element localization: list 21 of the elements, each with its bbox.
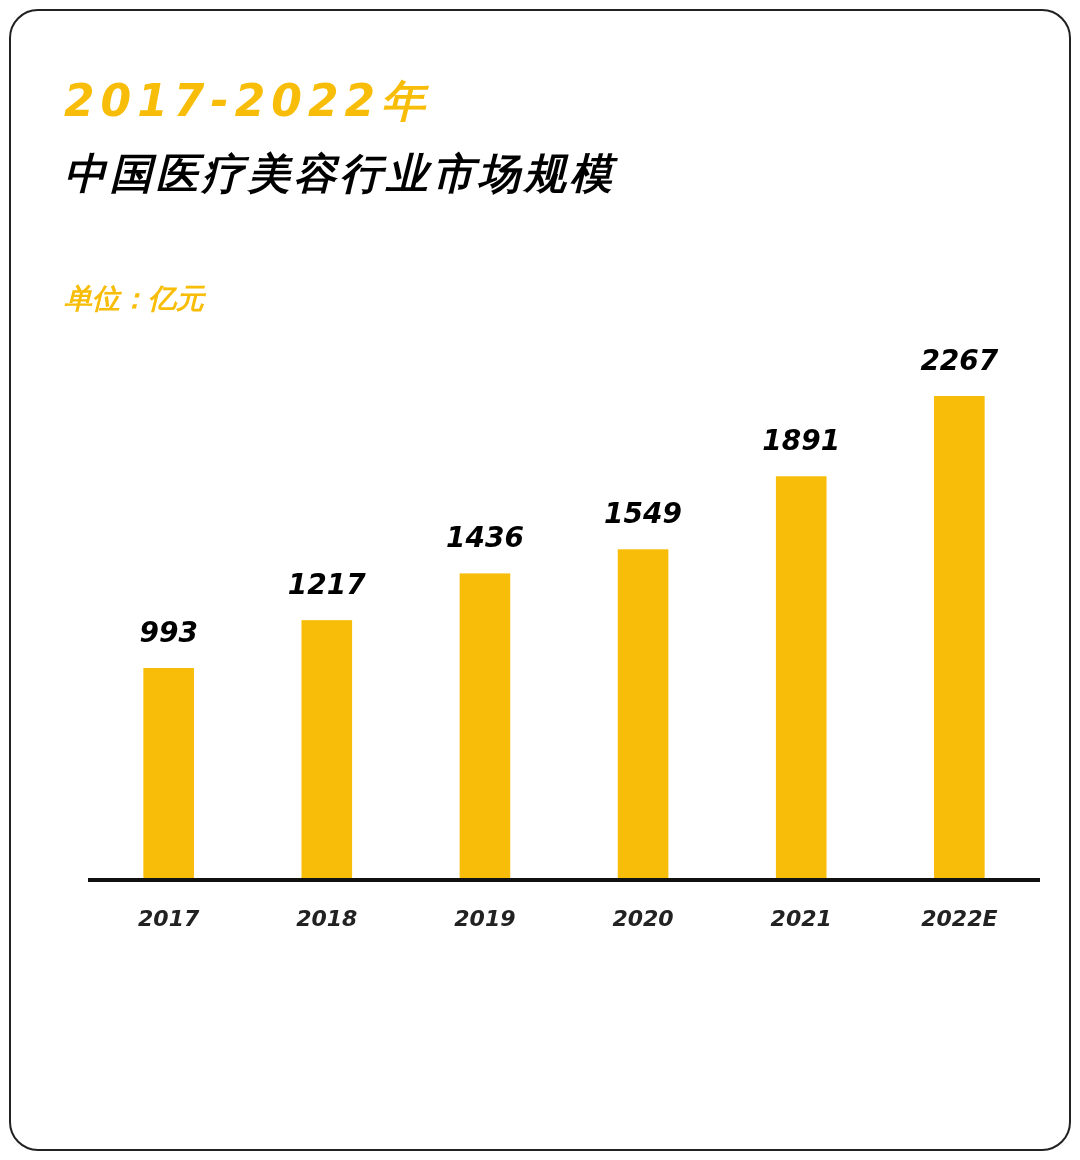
- x-tick-label: 2020: [612, 906, 674, 931]
- data-label: 1891: [762, 424, 841, 458]
- data-label: 993: [139, 616, 198, 649]
- x-tick-label: 2022E: [921, 906, 998, 931]
- x-tick-label: 2019: [454, 906, 516, 931]
- chart-title: 2017-2022年: [64, 75, 432, 126]
- x-tick-label: 2021: [770, 906, 832, 931]
- chart-subtitle: 中国医疗美容行业市场规模: [64, 149, 619, 198]
- data-label: 1217: [287, 568, 367, 602]
- x-tick-label: 2018: [296, 906, 358, 931]
- bar: [775, 476, 827, 880]
- bar: [143, 668, 194, 880]
- bar: [459, 573, 511, 880]
- data-label: 2267: [920, 344, 999, 377]
- bar: [934, 396, 985, 880]
- bar: [617, 549, 669, 880]
- data-label: 1436: [445, 521, 524, 555]
- y-axis-title: 单位：亿元: [64, 282, 207, 315]
- bar: [301, 620, 353, 880]
- data-label: 1549: [604, 497, 683, 531]
- x-tick-label: 2017: [138, 906, 200, 931]
